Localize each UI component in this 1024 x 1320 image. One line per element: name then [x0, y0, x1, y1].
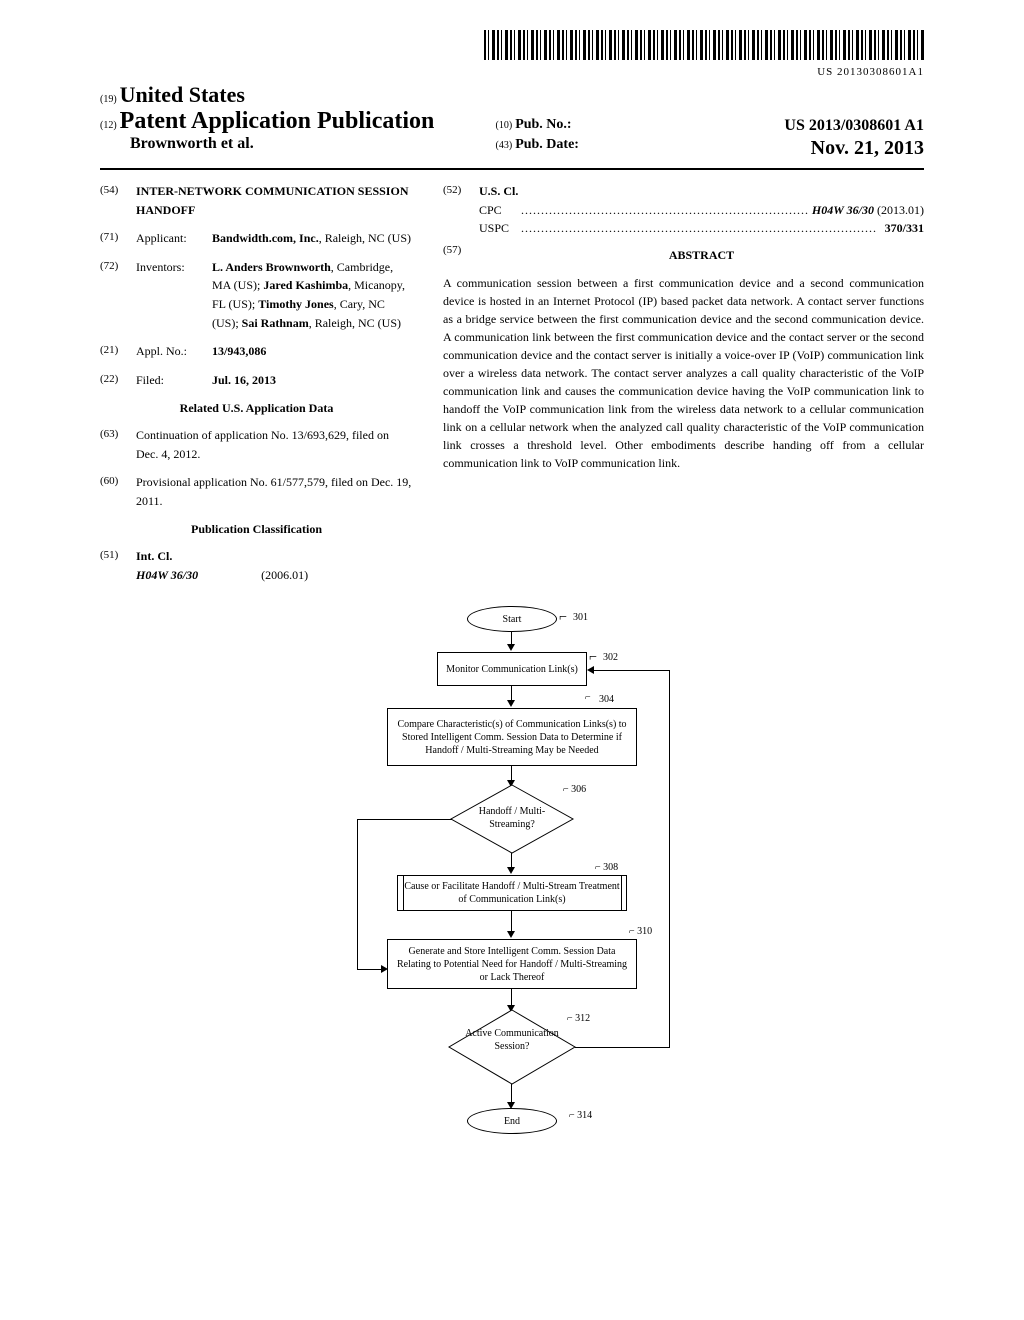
code-63: (63) — [100, 426, 136, 463]
fc-ref-314: ⌐ 314 — [569, 1110, 592, 1121]
code-60: (60) — [100, 473, 136, 510]
int-cl-edition: (2006.01) — [261, 568, 308, 582]
fc-cause: Cause or Facilitate Handoff / Multi-Stre… — [397, 875, 627, 911]
appl-no-label: Appl. No.: — [136, 342, 212, 361]
left-column: (54) INTER-NETWORK COMMUNICATION SESSION… — [100, 182, 413, 586]
fc-decision-handoff — [449, 784, 575, 854]
pub-no-value: US 2013/0308601 A1 — [784, 117, 924, 135]
barcode-area: US 20130308601A1 — [100, 30, 924, 78]
fc-ref-bracket: ⌐ — [559, 610, 567, 626]
fc-monitor: Monitor Communication Link(s) — [437, 652, 587, 686]
code-43: (43) — [496, 140, 513, 151]
pub-date-value: Nov. 21, 2013 — [811, 137, 924, 160]
cpc-label: CPC — [479, 201, 521, 220]
flowchart-figure: Start ⌐ 301 Monitor Communication Link(s… — [277, 606, 747, 1166]
uspc-label: USPC — [479, 219, 521, 238]
fc-end: End — [467, 1108, 557, 1134]
inventors-value: L. Anders Brownworth, Cambridge, MA (US)… — [212, 258, 413, 332]
biblio-section: (54) INTER-NETWORK COMMUNICATION SESSION… — [100, 182, 924, 586]
abstract-text: A communication session between a first … — [443, 274, 924, 472]
fc-ref-308: ⌐ 308 — [595, 862, 618, 873]
fc-compare: Compare Characteristic(s) of Communicati… — [387, 708, 637, 766]
code-71: (71) — [100, 229, 136, 248]
code-51: (51) — [100, 547, 136, 584]
code-10: (10) — [496, 120, 513, 131]
cpc-value: H04W 36/30 (2013.01) — [809, 201, 924, 220]
provisional-text: Provisional application No. 61/577,579, … — [136, 473, 413, 510]
code-22: (22) — [100, 371, 136, 390]
code-21: (21) — [100, 342, 136, 361]
classification-heading: Publication Classification — [100, 520, 413, 539]
fc-ref-301: 301 — [573, 612, 588, 623]
filed-value: Jul. 16, 2013 — [212, 371, 413, 390]
fc-ref-bracket: ⌐ — [589, 650, 597, 666]
pub-no-label: Pub. No.: — [515, 117, 571, 132]
uspc-leader — [521, 219, 882, 238]
fc-ref-304-num: 304 — [599, 694, 614, 705]
document-header: (19) United States (12) Patent Applicati… — [100, 82, 924, 170]
fc-ref-304: ⌐ — [585, 692, 591, 703]
applicant-label: Applicant: — [136, 229, 212, 248]
fc-ref-310: ⌐ 310 — [629, 926, 652, 937]
code-57: (57) — [443, 242, 479, 273]
inventors-label: Inventors: — [136, 258, 212, 332]
applicant-value: Bandwidth.com, Inc., Raleigh, NC (US) — [212, 229, 413, 248]
barcode-graphic — [484, 30, 924, 60]
fc-decision-active — [447, 1009, 577, 1085]
code-54: (54) — [100, 182, 136, 219]
publication-type: Patent Application Publication — [120, 108, 435, 134]
pub-date-label: Pub. Date: — [515, 137, 579, 152]
country-name: United States — [120, 82, 245, 107]
cpc-leader — [521, 201, 809, 220]
filed-label: Filed: — [136, 371, 212, 390]
fc-ref-312: ⌐ 312 — [567, 1013, 590, 1024]
right-column: (52) U.S. Cl. CPC H04W 36/30 (2013.01) U… — [443, 182, 924, 586]
related-app-heading: Related U.S. Application Data — [100, 399, 413, 418]
code-52: (52) — [443, 182, 479, 238]
int-cl-code: H04W 36/30 — [136, 568, 198, 582]
appl-no-value: 13/943,086 — [212, 342, 413, 361]
code-72: (72) — [100, 258, 136, 332]
fc-ref-306: ⌐ 306 — [563, 784, 586, 795]
fc-start: Start — [467, 606, 557, 632]
code-12: (12) — [100, 120, 117, 131]
fc-ref-302: 302 — [603, 652, 618, 663]
abstract-heading: ABSTRACT — [479, 246, 924, 265]
invention-title: INTER-NETWORK COMMUNICATION SESSION HAND… — [136, 182, 413, 219]
code-19: (19) — [100, 94, 117, 105]
int-cl-label: Int. Cl. — [136, 547, 413, 566]
continuation-text: Continuation of application No. 13/693,6… — [136, 426, 413, 463]
authors-line: Brownworth et al. — [130, 135, 254, 152]
barcode-text: US 20130308601A1 — [100, 66, 924, 78]
us-cl-label: U.S. Cl. — [479, 182, 924, 201]
fc-generate: Generate and Store Intelligent Comm. Ses… — [387, 939, 637, 989]
uspc-value: 370/331 — [882, 219, 924, 238]
